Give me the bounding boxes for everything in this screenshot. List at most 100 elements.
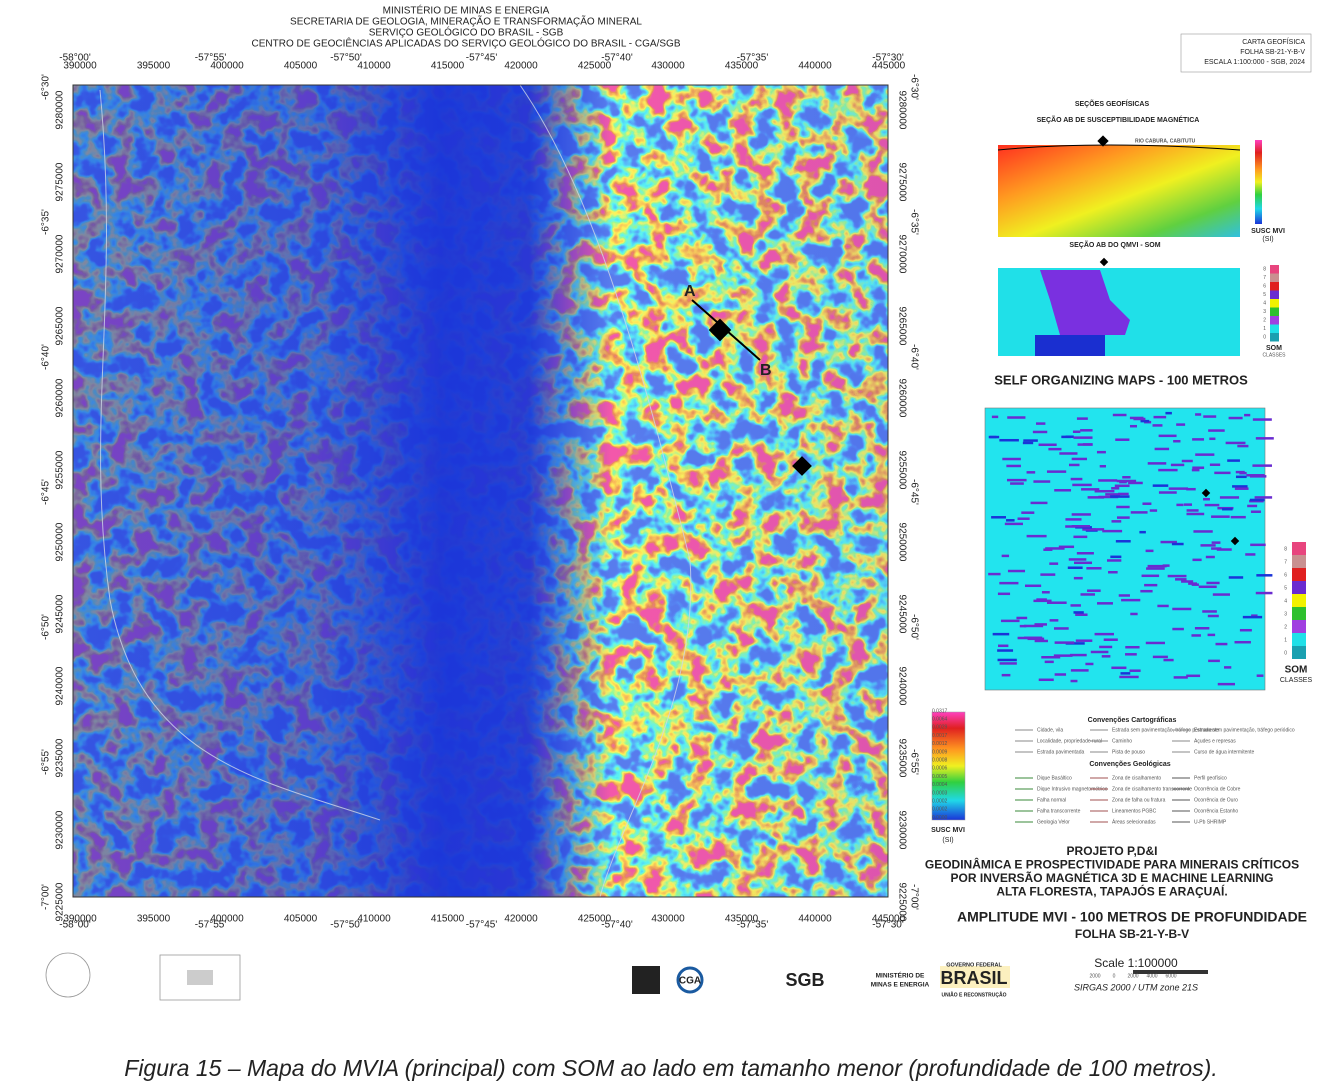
scale-tick: 2000 bbox=[1127, 973, 1138, 979]
som-class-swatch bbox=[1292, 620, 1306, 633]
project-line: PROJETO P,D&I bbox=[1067, 844, 1158, 858]
project-line: POR INVERSÃO MAGNÉTICA 3D E MACHINE LEAR… bbox=[951, 870, 1274, 885]
map-overlay bbox=[73, 85, 888, 897]
som-patch bbox=[1168, 487, 1189, 490]
longitude-label: -57°50' bbox=[330, 920, 362, 931]
easting-label: 390000 bbox=[63, 61, 97, 72]
som-patch bbox=[1237, 444, 1249, 448]
section-title: SEÇÃO AB DE SUSCEPTIBILIDADE MAGNÉTICA bbox=[1037, 115, 1200, 124]
colorbar-label: 0.0002 bbox=[932, 807, 948, 813]
som-patch bbox=[1228, 576, 1244, 579]
som-patch bbox=[1128, 481, 1143, 485]
som-patch bbox=[1250, 543, 1266, 547]
som-patch bbox=[1002, 457, 1021, 461]
som-patch bbox=[1067, 566, 1083, 569]
scale-tick: 4000 bbox=[1146, 973, 1157, 979]
som-patch bbox=[1073, 576, 1083, 580]
som-patch bbox=[1209, 437, 1216, 441]
som-patch bbox=[1152, 484, 1169, 487]
som-patch bbox=[1054, 641, 1075, 644]
latitude-label: -6°55' bbox=[41, 749, 52, 775]
som-patch bbox=[1006, 519, 1015, 522]
som-patch bbox=[1022, 441, 1034, 445]
som-patch bbox=[1192, 438, 1205, 441]
som-patch bbox=[1252, 418, 1272, 421]
som-patch bbox=[1075, 639, 1093, 642]
som-patch bbox=[1058, 545, 1075, 549]
som-class-swatch bbox=[1270, 282, 1279, 291]
som-patch bbox=[1202, 610, 1217, 613]
longitude-label: -57°40' bbox=[601, 53, 633, 64]
som-patch bbox=[1006, 464, 1021, 468]
som-patch bbox=[1048, 447, 1062, 451]
som-patch bbox=[1072, 483, 1092, 487]
som-patch bbox=[1087, 589, 1101, 592]
som-patch bbox=[1007, 569, 1026, 573]
legend-item: Curso de água intermitente bbox=[1194, 749, 1255, 755]
colorbar-label: 0.0017 bbox=[932, 733, 948, 739]
locator bbox=[45, 952, 91, 998]
latitude-label: -7°00' bbox=[908, 884, 919, 910]
som-patch bbox=[1191, 468, 1200, 472]
som-patch bbox=[1115, 438, 1130, 441]
som-patch bbox=[1154, 447, 1170, 451]
som-patch bbox=[1023, 439, 1038, 442]
legend-item: Açudes e represas bbox=[1194, 738, 1236, 744]
longitude-label: -57°35' bbox=[737, 53, 769, 64]
som-patch bbox=[1001, 554, 1010, 558]
som-patch bbox=[1073, 611, 1084, 614]
som-patch bbox=[1054, 627, 1069, 630]
legend-item: Geologia Velor bbox=[1037, 819, 1070, 825]
som-patch bbox=[1094, 632, 1114, 636]
som-patch bbox=[1158, 468, 1178, 472]
gov-logo bbox=[940, 966, 1010, 988]
som-patch bbox=[1110, 495, 1130, 498]
latitude-label: -6°40' bbox=[41, 344, 52, 370]
longitude-label: -57°55' bbox=[195, 920, 227, 931]
northing-label: 9280000 bbox=[896, 91, 907, 130]
som-class-label: 5 bbox=[1263, 292, 1266, 298]
som-patch bbox=[1235, 470, 1245, 474]
som-patch bbox=[1149, 509, 1158, 512]
som-patch bbox=[997, 658, 1017, 662]
topography bbox=[997, 144, 1241, 151]
occurrence-diamond bbox=[792, 456, 812, 476]
som-class-label: 0 bbox=[1263, 334, 1266, 340]
som-patch bbox=[988, 435, 1000, 439]
northing-label: 9255000 bbox=[896, 451, 907, 490]
legend-item: Estrada pavimentada bbox=[1037, 749, 1084, 755]
som-patch bbox=[1034, 623, 1047, 626]
latitude-label: -6°45' bbox=[41, 479, 52, 505]
som-patch bbox=[1121, 598, 1141, 602]
easting-label: 440000 bbox=[798, 61, 832, 72]
som-patch bbox=[1145, 641, 1165, 645]
longitude-label: -57°30' bbox=[872, 53, 904, 64]
easting-label: 400000 bbox=[210, 914, 244, 925]
legend-item: Falha transcorrente bbox=[1037, 808, 1081, 814]
som-patch bbox=[1157, 604, 1169, 608]
som-unit: SOM bbox=[1285, 665, 1308, 676]
som-patch bbox=[1080, 593, 1096, 596]
longitude-label: -58°00' bbox=[59, 920, 91, 931]
som-patch bbox=[1129, 669, 1141, 672]
latitude-label: -6°35' bbox=[41, 209, 52, 235]
easting-label: 415000 bbox=[431, 61, 465, 72]
som-patch bbox=[1195, 413, 1202, 416]
project-line: ALTA FLORESTA, TAPAJÓS E ARAÇUAÍ. bbox=[996, 884, 1227, 899]
som-patch bbox=[1061, 435, 1071, 439]
som-patch bbox=[1075, 613, 1088, 616]
section-unit: CLASSES bbox=[1262, 352, 1286, 358]
som-patch bbox=[1152, 655, 1168, 659]
som-class-label: 3 bbox=[1263, 309, 1266, 315]
som-patch bbox=[1099, 464, 1106, 468]
easting-label: 405000 bbox=[284, 914, 318, 925]
som-class-swatch bbox=[1292, 633, 1306, 646]
index-grid bbox=[159, 954, 241, 1001]
som-patch bbox=[1114, 484, 1130, 488]
som-patch bbox=[1084, 528, 1105, 531]
colorbar-label: 0.0004 bbox=[932, 782, 948, 788]
som-patch bbox=[999, 662, 1017, 665]
som-patch bbox=[1049, 619, 1059, 622]
som-patch bbox=[1192, 558, 1202, 562]
som-patch bbox=[1040, 573, 1056, 576]
